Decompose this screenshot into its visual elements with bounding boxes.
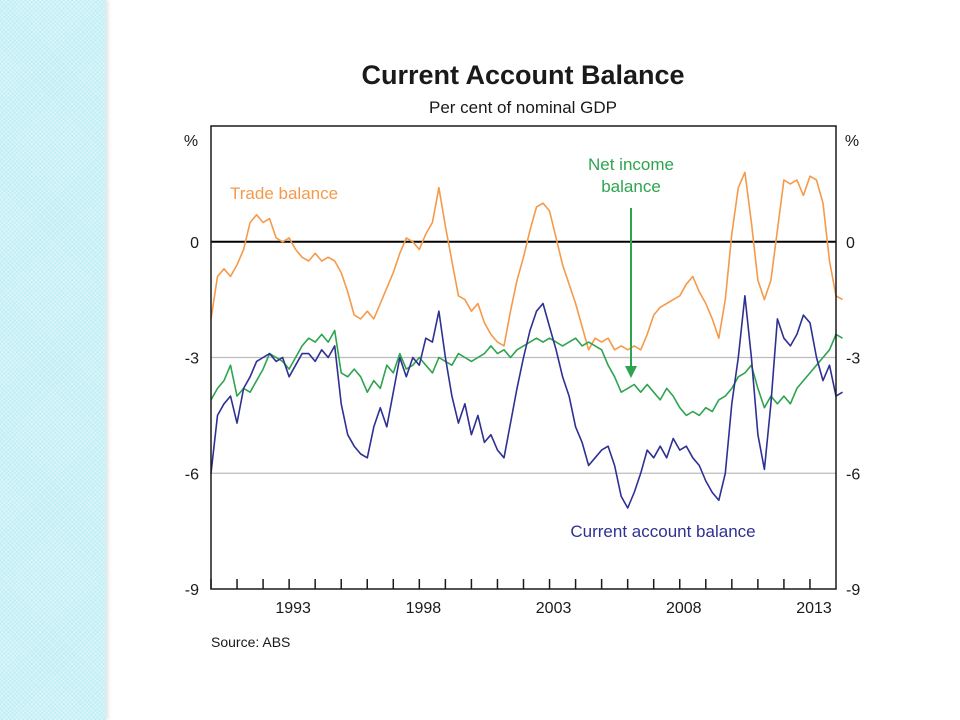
annotation-trade-balance: Trade balance <box>230 184 338 203</box>
y-tick-label-right: -9 <box>846 582 860 599</box>
annotation-arrow-head <box>625 366 637 378</box>
y-tick-label-right: -6 <box>846 466 860 483</box>
series-line-current-account <box>210 294 843 509</box>
x-tick-label: 1993 <box>275 600 311 617</box>
annotation-net-income-line1: Net income <box>588 155 674 174</box>
chart-subtitle: Per cent of nominal GDP <box>429 98 617 117</box>
decorative-side-stripe <box>0 0 106 720</box>
y-tick-label-right: 0 <box>846 235 855 252</box>
y-tick-label-left: 0 <box>190 235 199 252</box>
series-lines <box>210 171 843 509</box>
y-tick-label-left: -3 <box>185 351 199 368</box>
x-tick-label: 2008 <box>666 600 702 617</box>
x-tick-label: 2003 <box>536 600 572 617</box>
x-tick-label: 1998 <box>406 600 442 617</box>
chart-title: Current Account Balance <box>361 60 684 90</box>
y-axis-ticks: 0 0 -3 -3 -6 -6 -9 -9 <box>185 235 861 599</box>
source-note: Source: ABS <box>211 634 290 650</box>
y-axis-unit-right: % <box>845 133 859 150</box>
y-tick-label-left: -6 <box>185 466 199 483</box>
x-tick-label: 2013 <box>796 600 832 617</box>
annotation-net-income-line2: balance <box>601 177 661 196</box>
y-axis-unit-left: % <box>184 133 198 150</box>
x-axis-ticks: 1993 1998 2003 2008 2013 <box>210 579 832 617</box>
y-tick-label-left: -9 <box>185 582 199 599</box>
series-line-trade <box>210 171 843 351</box>
annotation-current-account: Current account balance <box>570 522 755 541</box>
y-tick-label-right: -3 <box>846 351 860 368</box>
